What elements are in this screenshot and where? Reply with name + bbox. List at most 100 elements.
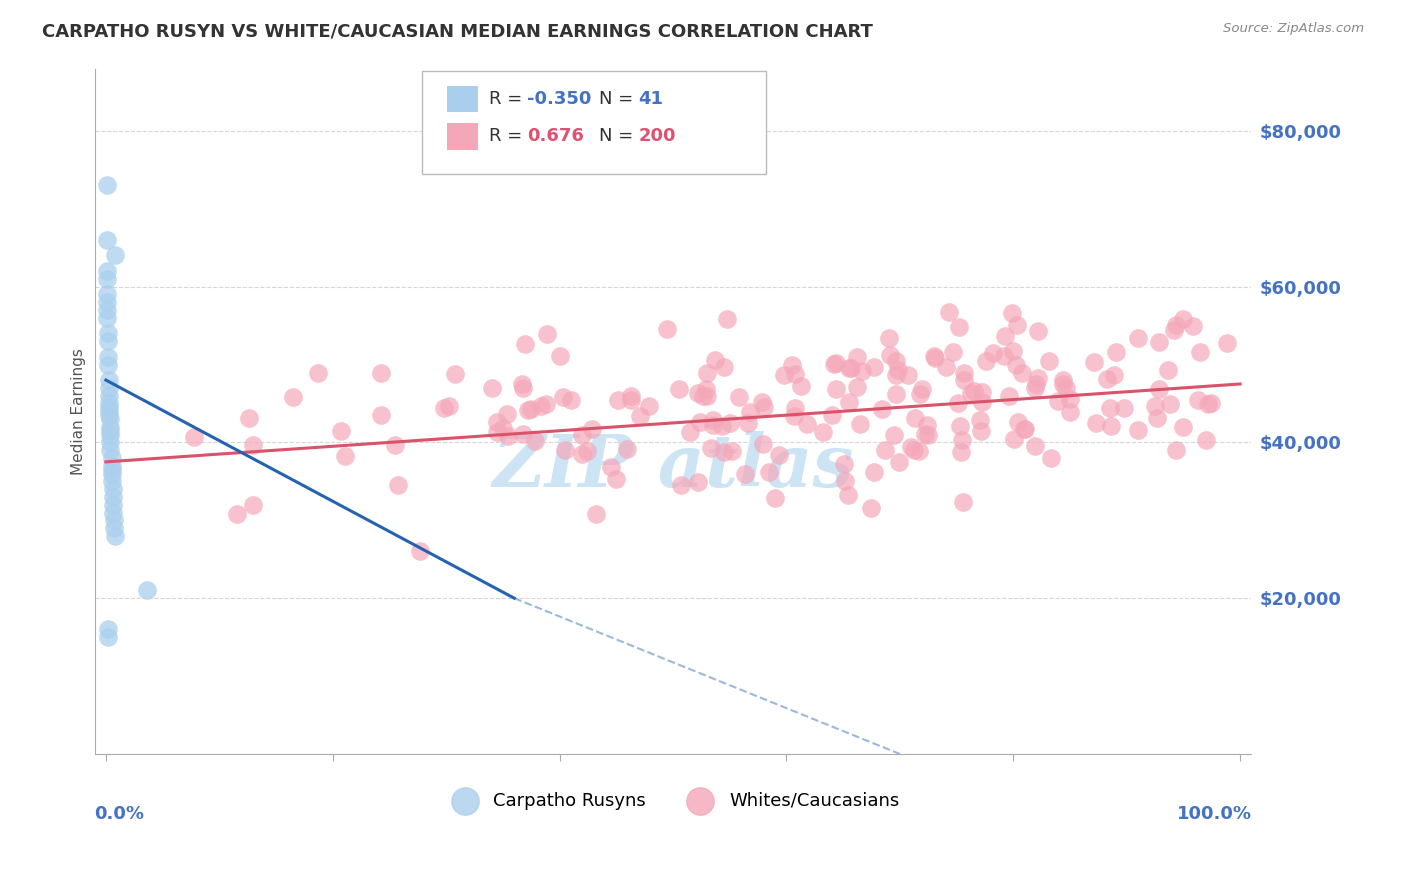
Point <box>571 447 593 461</box>
Point <box>1024 381 1046 395</box>
Point <box>96 310 118 325</box>
Point <box>949 419 972 434</box>
Text: 41: 41 <box>638 90 664 108</box>
Point <box>98 404 121 418</box>
Point <box>1039 451 1062 466</box>
Point <box>758 465 780 479</box>
Point <box>1102 368 1125 382</box>
Point <box>911 382 934 396</box>
Point <box>1166 318 1188 332</box>
Point <box>307 366 329 380</box>
Point <box>763 491 786 506</box>
Point <box>96 287 118 301</box>
Point <box>536 397 558 411</box>
Point <box>1173 312 1195 326</box>
Point <box>433 401 456 415</box>
Point <box>1216 335 1239 350</box>
Point <box>581 422 603 436</box>
Point <box>879 348 901 362</box>
Point <box>387 478 409 492</box>
Point <box>1014 421 1036 435</box>
Point <box>1038 354 1060 368</box>
Point <box>785 401 807 416</box>
Point <box>695 382 717 396</box>
Text: -0.350: -0.350 <box>527 90 592 108</box>
Point <box>97 630 120 644</box>
Point <box>97 334 120 348</box>
Point <box>481 381 503 395</box>
Point <box>620 393 643 408</box>
Point <box>100 475 122 489</box>
Point <box>1114 401 1136 415</box>
Point <box>516 403 538 417</box>
Point <box>837 361 859 376</box>
Point <box>838 395 860 409</box>
Point <box>886 363 908 377</box>
Point <box>832 458 855 472</box>
Point <box>1163 323 1185 337</box>
Point <box>942 344 965 359</box>
Point <box>884 387 907 401</box>
Point <box>104 529 127 543</box>
Point <box>1146 411 1168 425</box>
Point <box>100 467 122 481</box>
Point <box>1059 405 1081 419</box>
Point <box>97 350 120 364</box>
Point <box>1095 372 1118 386</box>
Point <box>837 488 859 502</box>
Point <box>710 418 733 433</box>
Point <box>560 393 582 408</box>
Point <box>486 425 509 439</box>
Point <box>100 435 122 450</box>
Point <box>922 349 945 363</box>
Point <box>605 472 627 486</box>
Point <box>1194 433 1216 447</box>
Point <box>751 395 773 409</box>
Text: Source: ZipAtlas.com: Source: ZipAtlas.com <box>1223 22 1364 36</box>
Text: CARPATHO RUSYN VS WHITE/CAUCASIAN MEDIAN EARNINGS CORRELATION CHART: CARPATHO RUSYN VS WHITE/CAUCASIAN MEDIAN… <box>42 22 873 40</box>
Point <box>825 356 848 370</box>
Point <box>98 389 121 403</box>
Point <box>1005 318 1028 333</box>
Point <box>1047 394 1070 409</box>
Text: N =: N = <box>599 90 638 108</box>
Point <box>981 346 1004 360</box>
Point <box>994 329 1017 343</box>
Point <box>98 373 121 387</box>
Y-axis label: Median Earnings: Median Earnings <box>72 348 86 475</box>
Text: R =: R = <box>489 90 529 108</box>
Point <box>946 396 969 410</box>
Point <box>1052 373 1074 387</box>
Point <box>101 506 124 520</box>
Text: 100.0%: 100.0% <box>1177 805 1251 823</box>
Point <box>950 434 973 448</box>
Point <box>600 459 623 474</box>
Point <box>851 364 873 378</box>
Point <box>900 440 922 454</box>
Point <box>496 407 519 421</box>
Point <box>686 475 709 489</box>
Point <box>100 412 122 426</box>
Point <box>100 463 122 477</box>
Point <box>513 337 536 351</box>
Point <box>524 434 547 448</box>
Point <box>98 408 121 422</box>
Point <box>700 441 723 455</box>
Point <box>1105 344 1128 359</box>
Point <box>863 465 886 479</box>
Point <box>585 507 607 521</box>
Point <box>444 367 467 381</box>
Point <box>97 623 120 637</box>
Point <box>620 389 643 403</box>
Point <box>437 399 460 413</box>
Point <box>1001 306 1024 320</box>
Point <box>790 379 813 393</box>
Point <box>821 408 844 422</box>
Point <box>512 427 534 442</box>
Point <box>101 498 124 512</box>
Point <box>1028 370 1050 384</box>
Point <box>607 392 630 407</box>
Point <box>935 359 957 374</box>
Point <box>970 424 993 438</box>
Point <box>716 311 738 326</box>
